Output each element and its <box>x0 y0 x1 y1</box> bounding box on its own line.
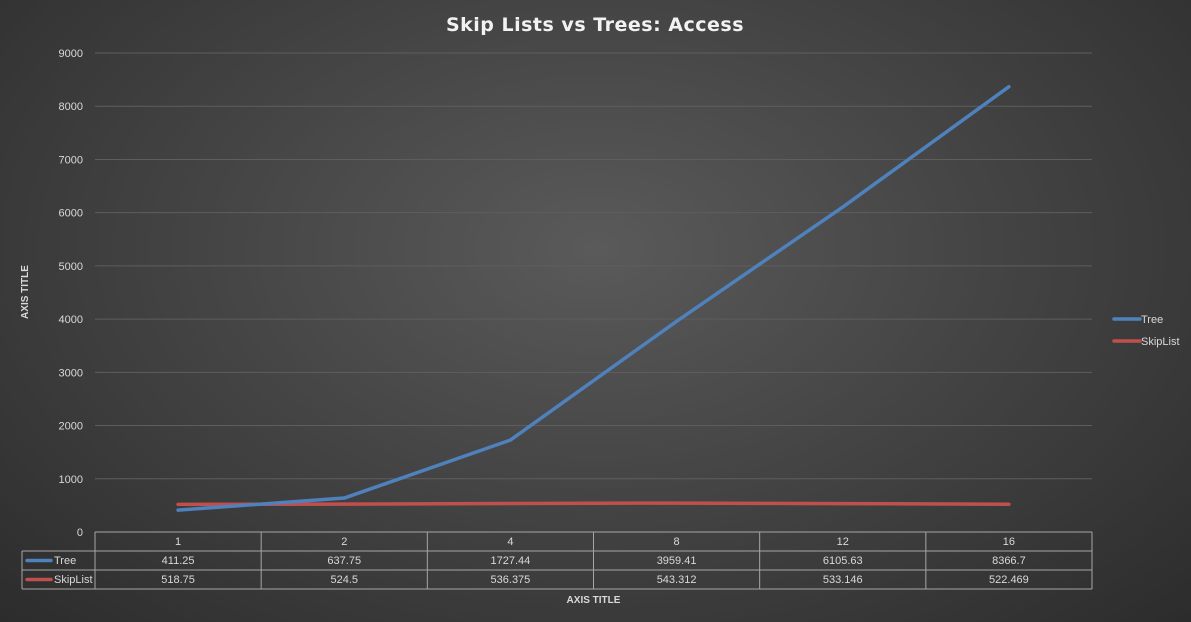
data-label: 518.75 <box>161 574 195 586</box>
table-series-name: SkipList <box>54 574 93 586</box>
y-tick-label: 0 <box>77 527 83 539</box>
y-tick-label: 1000 <box>59 474 83 486</box>
data-label: 522.469 <box>989 574 1029 586</box>
gridlines <box>95 52 1092 480</box>
data-label: 533.146 <box>823 574 863 586</box>
legend-label: Tree <box>1141 314 1163 326</box>
data-label: 411.25 <box>162 555 195 567</box>
data-label: 536.375 <box>491 574 531 586</box>
x-category-label: 1 <box>175 536 181 548</box>
series-line-tree <box>176 84 1011 512</box>
y-tick-label: 5000 <box>59 261 83 273</box>
x-category-label: 8 <box>674 536 680 548</box>
x-axis-title: AXIS TITLE <box>567 595 621 606</box>
plot-series <box>176 84 1011 512</box>
x-category-label: 2 <box>341 536 347 548</box>
y-axis-title: AXIS TITLE <box>20 265 31 319</box>
y-tick-label: 7000 <box>59 154 83 166</box>
y-tick-label: 9000 <box>59 48 83 60</box>
y-axis-ticks: 0 1000 2000 3000 4000 5000 6000 7000 8000 9000 <box>59 48 83 539</box>
table-series-name: Tree <box>54 555 76 567</box>
data-label: 3959.41 <box>657 555 697 567</box>
y-tick-label: 3000 <box>59 367 83 379</box>
data-label: 1727.44 <box>491 555 531 567</box>
y-tick-label: 4000 <box>59 314 83 326</box>
x-category-label: 4 <box>507 536 513 548</box>
y-tick-label: 8000 <box>59 101 83 113</box>
chart-title: Skip Lists vs Trees: Access <box>446 14 744 36</box>
legend: Tree SkipList <box>1112 314 1180 348</box>
data-label: 543.312 <box>657 574 697 586</box>
y-tick-label: 6000 <box>59 208 83 220</box>
x-category-label: 12 <box>837 536 849 548</box>
y-tick-label: 2000 <box>59 421 83 433</box>
data-label: 8366.7 <box>992 555 1026 567</box>
x-category-label: 16 <box>1003 536 1015 548</box>
data-label: 524.5 <box>330 574 358 586</box>
data-label: 637.75 <box>327 555 361 567</box>
series-line-skiplist <box>176 501 1011 507</box>
data-label: 6105.63 <box>823 555 863 567</box>
legend-label: SkipList <box>1141 336 1180 348</box>
